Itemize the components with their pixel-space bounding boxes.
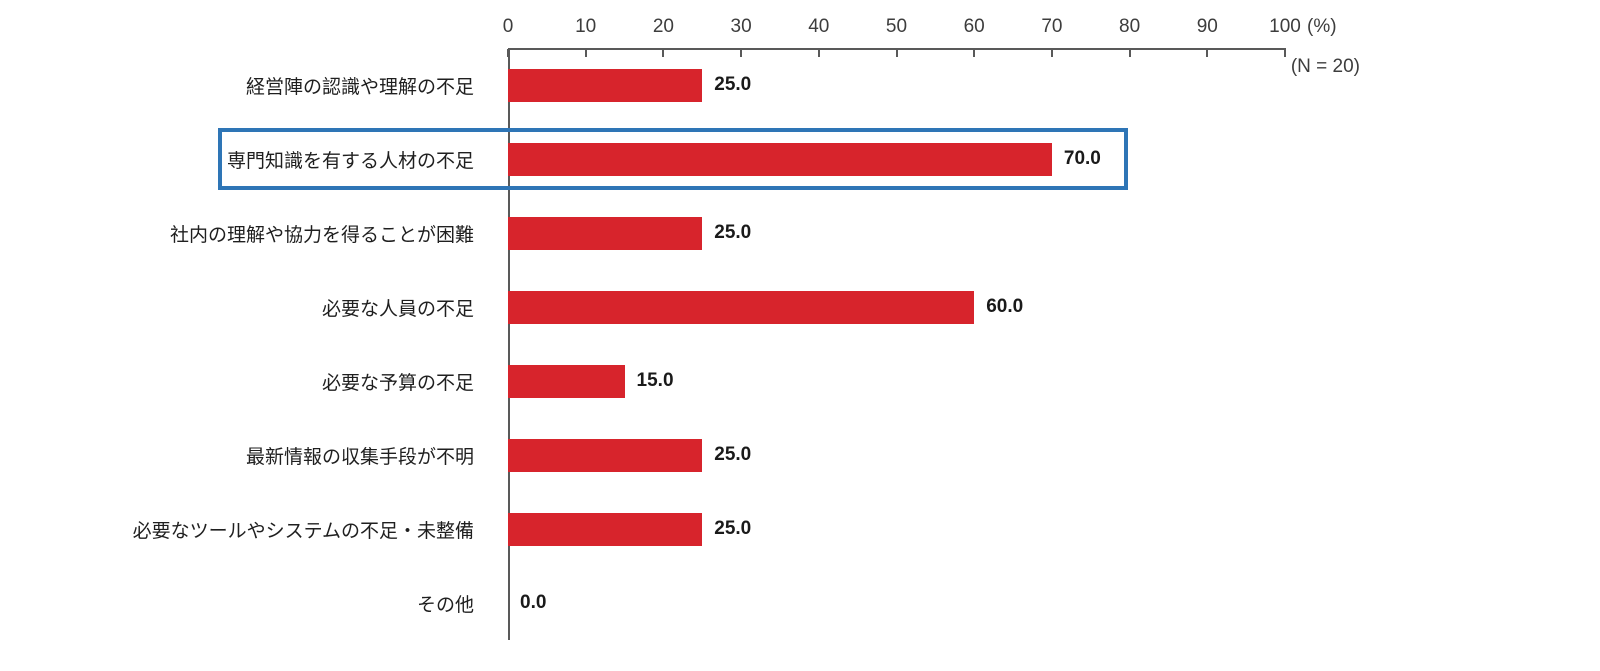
x-axis-tick-label: 100 <box>1269 16 1301 37</box>
category-label: 最新情報の収集手段が不明 <box>245 446 474 468</box>
bar <box>508 216 703 250</box>
category-label: 社内の理解や協力を得ることが困難 <box>169 224 474 246</box>
category-label: 必要な人員の不足 <box>321 298 474 320</box>
bar <box>508 68 703 102</box>
x-axis-tick-label: 90 <box>1196 16 1218 37</box>
x-axis-tick-label: 20 <box>652 16 674 37</box>
x-axis-tick-mark <box>1206 49 1209 57</box>
x-axis-tick-mark <box>895 49 898 57</box>
bar-row: 必要なツールやシステムの不足・未整備 25.0 <box>0 492 1600 566</box>
x-axis-tick-label: 40 <box>808 16 830 37</box>
category-label: その他 <box>416 594 474 616</box>
value-label: 25.0 <box>714 222 752 243</box>
category-label: 必要なツールやシステムの不足・未整備 <box>132 520 474 542</box>
x-axis-unit-label: (%) <box>1307 16 1337 37</box>
bar <box>508 438 703 472</box>
sample-size-annotation: (N = 20) <box>1290 56 1360 77</box>
value-label: 60.0 <box>986 296 1024 317</box>
x-axis-tick-mark <box>584 49 587 57</box>
x-axis-tick-label: 50 <box>885 16 908 37</box>
value-label: 25.0 <box>714 74 752 95</box>
y-axis-line <box>508 48 510 640</box>
category-label: 経営陣の認識や理解の不足 <box>245 76 474 98</box>
category-label: 専門知識を有する人材の不足 <box>226 150 474 172</box>
x-axis-tick-mark <box>662 49 665 57</box>
bar <box>508 512 703 546</box>
bar-row: 専門知識を有する人材の不足 70.0 <box>0 122 1600 196</box>
category-label: 必要な予算の不足 <box>321 372 474 394</box>
x-axis-tick-mark <box>1284 49 1286 57</box>
x-axis-tick-mark <box>1128 49 1131 57</box>
x-axis-tick-mark <box>1050 49 1053 57</box>
bar-row: 社内の理解や協力を得ることが困難 25.0 <box>0 196 1600 270</box>
bar-row: 経営陣の認識や理解の不足 25.0 <box>0 48 1600 122</box>
x-axis-tick-mark <box>507 49 509 57</box>
x-axis-tick-label: 30 <box>730 16 752 37</box>
value-label: 15.0 <box>636 370 674 391</box>
x-axis-tick-label: 10 <box>575 16 597 37</box>
bar-row: 必要な人員の不足 60.0 <box>0 270 1600 344</box>
x-axis-tick-label: 0 <box>502 16 514 37</box>
value-label: 70.0 <box>1063 148 1101 169</box>
bar-row: その他 0.0 <box>0 566 1600 640</box>
x-axis-tick-mark <box>817 49 820 57</box>
x-axis-tick-mark <box>973 49 976 57</box>
x-axis-tick-mark <box>740 49 743 57</box>
bar <box>508 290 975 324</box>
value-label: 0.0 <box>520 592 547 613</box>
x-axis-tick-label: 60 <box>963 16 985 37</box>
bar-row: 必要な予算の不足 15.0 <box>0 344 1600 418</box>
x-axis-tick-label: 80 <box>1119 16 1141 37</box>
value-label: 25.0 <box>714 444 752 465</box>
bar <box>508 142 1052 176</box>
value-label: 25.0 <box>714 518 752 539</box>
bar <box>508 364 625 398</box>
bar-row: 最新情報の収集手段が不明 25.0 <box>0 418 1600 492</box>
x-axis-tick-label: 70 <box>1041 16 1063 37</box>
